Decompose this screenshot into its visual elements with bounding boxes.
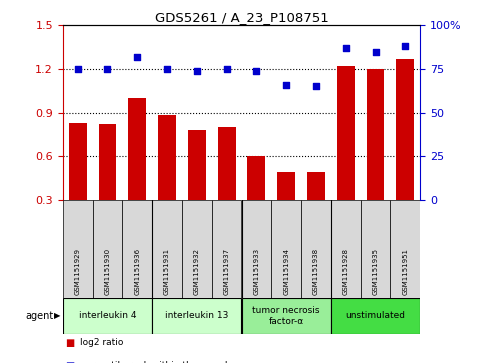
Bar xyxy=(247,156,265,200)
Text: log2 ratio: log2 ratio xyxy=(80,338,123,347)
Bar xyxy=(63,298,152,334)
Point xyxy=(372,49,380,54)
Point xyxy=(223,66,230,72)
Text: ▶: ▶ xyxy=(54,311,60,320)
Text: GSM1151931: GSM1151931 xyxy=(164,248,170,295)
Text: GSM1151935: GSM1151935 xyxy=(372,248,379,295)
Point xyxy=(104,66,112,72)
Text: ■: ■ xyxy=(65,361,74,363)
Bar xyxy=(182,200,212,298)
Text: GSM1151938: GSM1151938 xyxy=(313,248,319,295)
Bar xyxy=(122,200,152,298)
Point xyxy=(133,54,141,60)
Point xyxy=(342,45,350,51)
Bar xyxy=(271,200,301,298)
Point xyxy=(163,66,171,72)
Point xyxy=(193,68,201,74)
Text: ■: ■ xyxy=(65,338,74,348)
Bar xyxy=(397,59,414,200)
Text: GSM1151929: GSM1151929 xyxy=(75,248,81,295)
Bar xyxy=(337,66,355,200)
Bar xyxy=(331,200,361,298)
Text: tumor necrosis
factor-α: tumor necrosis factor-α xyxy=(253,306,320,326)
Text: GSM1151951: GSM1151951 xyxy=(402,248,408,295)
Text: interleukin 4: interleukin 4 xyxy=(79,311,136,320)
Text: agent: agent xyxy=(25,311,53,321)
Text: percentile rank within the sample: percentile rank within the sample xyxy=(80,361,233,363)
Bar xyxy=(242,298,331,334)
Bar xyxy=(63,200,93,298)
Bar xyxy=(367,69,384,200)
Bar xyxy=(69,123,86,200)
Point xyxy=(282,82,290,87)
Title: GDS5261 / A_23_P108751: GDS5261 / A_23_P108751 xyxy=(155,11,328,24)
Bar xyxy=(390,200,420,298)
Bar xyxy=(152,200,182,298)
Bar xyxy=(212,200,242,298)
Text: GSM1151930: GSM1151930 xyxy=(104,248,111,295)
Text: GSM1151937: GSM1151937 xyxy=(224,248,229,295)
Bar xyxy=(188,130,206,200)
Text: GSM1151934: GSM1151934 xyxy=(283,248,289,295)
Text: GSM1151928: GSM1151928 xyxy=(343,248,349,295)
Text: GSM1151933: GSM1151933 xyxy=(254,248,259,295)
Text: GSM1151936: GSM1151936 xyxy=(134,248,140,295)
Point xyxy=(312,83,320,89)
Bar xyxy=(128,98,146,200)
Bar xyxy=(301,200,331,298)
Bar xyxy=(93,200,122,298)
Bar xyxy=(158,115,176,200)
Bar xyxy=(331,298,420,334)
Bar xyxy=(361,200,390,298)
Point xyxy=(401,44,409,49)
Text: unstimulated: unstimulated xyxy=(345,311,406,320)
Point xyxy=(74,66,82,72)
Bar xyxy=(307,172,325,200)
Text: GSM1151932: GSM1151932 xyxy=(194,248,200,295)
Bar xyxy=(152,298,242,334)
Bar xyxy=(99,124,116,200)
Bar xyxy=(242,200,271,298)
Bar xyxy=(277,172,295,200)
Text: interleukin 13: interleukin 13 xyxy=(165,311,228,320)
Bar xyxy=(218,127,236,200)
Point xyxy=(253,68,260,74)
